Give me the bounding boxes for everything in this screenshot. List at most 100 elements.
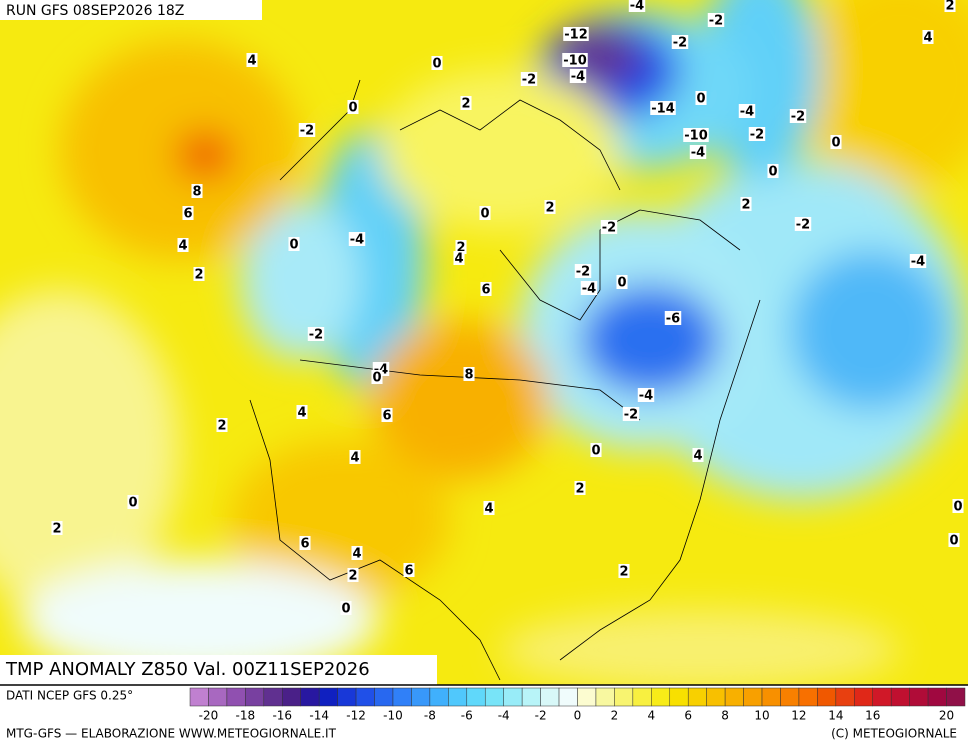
contour-label-bg (371, 370, 383, 384)
colorbar-swatch (577, 687, 597, 707)
contour-label-text: 4 (693, 449, 702, 464)
contour-label-bg (738, 104, 756, 118)
colorbar-swatch (189, 687, 209, 707)
colorbar-swatch (540, 687, 560, 707)
contour-label: 0 (590, 443, 602, 459)
credit-right: (C) METEOGIORNALE (831, 727, 957, 741)
colorbar-swatch (466, 687, 486, 707)
contour-label-bg (246, 53, 258, 67)
contour-label-text: 0 (372, 371, 381, 386)
contour-label-bg (569, 69, 587, 83)
contour-label: 8 (191, 184, 203, 200)
contour-label-bg (600, 220, 618, 234)
contour-label: 0 (288, 237, 300, 253)
contour-label-bg (574, 481, 586, 495)
colorbar-tick-label: 0 (574, 709, 582, 723)
contour-label: 4 (296, 405, 308, 421)
contour-label-bg (794, 217, 812, 231)
contour-label: 6 (299, 536, 311, 552)
contour-label-text: -2 (673, 36, 687, 51)
contour-label-bg (909, 254, 927, 268)
contour-label: -4 (628, 0, 646, 14)
colorbar-swatch (374, 687, 394, 707)
contour-label-bg (671, 35, 689, 49)
contour-label-bg (922, 30, 934, 44)
contour-label: 2 (574, 481, 586, 497)
contour-label: 0 (695, 91, 707, 107)
contour-label: -2 (574, 264, 592, 280)
colorbar-swatch (558, 687, 578, 707)
contour-label: 6 (403, 563, 415, 579)
contour-label: -2 (520, 72, 538, 88)
contour-label-bg (695, 91, 707, 105)
contour-label-bg (288, 237, 300, 251)
contour-label: 0 (616, 275, 628, 291)
colorbar-swatch (890, 687, 910, 707)
contour-label-text: 0 (617, 276, 626, 291)
contour-label-text: 0 (289, 238, 298, 253)
contour-label: -10 (562, 53, 588, 69)
contour-label-bg (948, 533, 960, 547)
contour-label-bg (340, 601, 352, 615)
contour-label-text: 8 (464, 368, 473, 383)
contour-label-text: -2 (576, 265, 590, 280)
contour-label-bg (479, 206, 491, 220)
contour-label-text: 0 (480, 207, 489, 222)
colorbar-tick-label: -2 (535, 709, 547, 723)
contour-label-text: 0 (953, 500, 962, 515)
contour-label-bg (590, 443, 602, 457)
contour-label-text: 2 (461, 97, 470, 112)
contour-label-bg (381, 408, 393, 422)
contour-label-text: -12 (564, 28, 588, 43)
colorbar-swatch (521, 687, 541, 707)
colorbar-swatch (724, 687, 744, 707)
contour-label: -4 (738, 104, 756, 120)
contour-label-text: -14 (651, 102, 675, 117)
contour-label-bg (707, 13, 725, 27)
contour-label-text: 2 (545, 201, 554, 216)
colorbar-tick-label: -8 (424, 709, 436, 723)
contour-label-text: 0 (831, 136, 840, 151)
colorbar-swatch (503, 687, 523, 707)
contour-label: 2 (460, 96, 472, 112)
colorbar-swatch (946, 687, 966, 707)
colorbar-swatch (927, 687, 947, 707)
contour-label: 2 (51, 521, 63, 537)
colorbar-tick-label: 8 (721, 709, 729, 723)
contour-label: -2 (671, 35, 689, 51)
contour-label-text: 4 (297, 406, 306, 421)
contour-label-bg (307, 327, 325, 341)
contour-label: 4 (351, 546, 363, 562)
contour-label-bg (463, 367, 475, 381)
colorbar-swatch (817, 687, 837, 707)
contour-label-text: -2 (796, 218, 810, 233)
contour-label: 2 (618, 564, 630, 580)
contour-label: 0 (347, 100, 359, 116)
contour-label: 6 (480, 282, 492, 298)
contour-label: -4 (580, 281, 598, 297)
contour-label-text: -2 (709, 14, 723, 29)
contour-label: 2 (740, 197, 752, 213)
contour-label: 2 (347, 568, 359, 584)
contour-label-bg (789, 109, 807, 123)
contour-label-text: 6 (183, 207, 192, 222)
colorbar-swatch (318, 687, 338, 707)
contour-label: 0 (431, 56, 443, 72)
colorbar-swatch (798, 687, 818, 707)
colorbar-swatch (780, 687, 800, 707)
colorbar-swatch (761, 687, 781, 707)
contour-label-text: -2 (522, 73, 536, 88)
contour-label-bg (453, 251, 465, 265)
contour-label-bg (480, 282, 492, 296)
contour-label: 0 (340, 601, 352, 617)
contour-label-text: 2 (52, 522, 61, 537)
contour-label-bg (191, 184, 203, 198)
contour-label-text: 6 (382, 409, 391, 424)
contour-label: -10 (683, 128, 709, 144)
contour-label: -2 (622, 407, 640, 423)
colorbar-tick-label: 12 (791, 709, 806, 723)
colorbar-tick-label: 4 (647, 709, 655, 723)
contour-label: 0 (127, 495, 139, 511)
contour-label-text: 4 (178, 239, 187, 254)
